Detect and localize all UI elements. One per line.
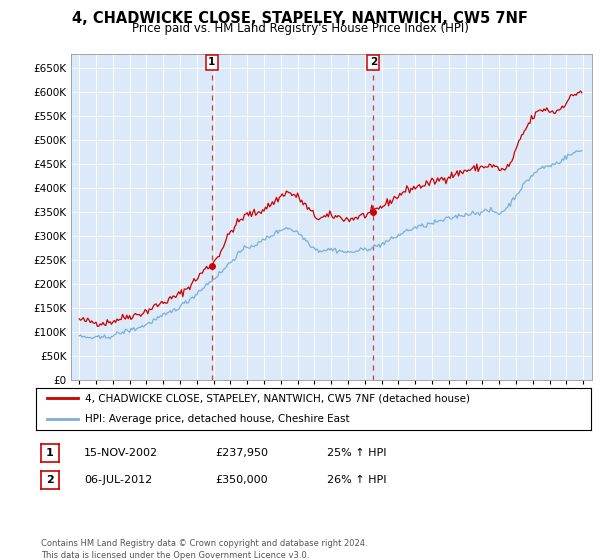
Text: 25% ↑ HPI: 25% ↑ HPI <box>327 448 386 458</box>
Text: 2: 2 <box>370 57 377 67</box>
Text: £350,000: £350,000 <box>215 475 268 485</box>
Text: 26% ↑ HPI: 26% ↑ HPI <box>327 475 386 485</box>
Text: Price paid vs. HM Land Registry's House Price Index (HPI): Price paid vs. HM Land Registry's House … <box>131 22 469 35</box>
Text: £237,950: £237,950 <box>215 448 268 458</box>
Text: 4, CHADWICKE CLOSE, STAPELEY, NANTWICH, CW5 7NF: 4, CHADWICKE CLOSE, STAPELEY, NANTWICH, … <box>72 11 528 26</box>
Text: 4, CHADWICKE CLOSE, STAPELEY, NANTWICH, CW5 7NF (detached house): 4, CHADWICKE CLOSE, STAPELEY, NANTWICH, … <box>85 394 470 403</box>
Text: 1: 1 <box>46 448 53 458</box>
Text: Contains HM Land Registry data © Crown copyright and database right 2024.
This d: Contains HM Land Registry data © Crown c… <box>41 539 367 559</box>
Text: 15-NOV-2002: 15-NOV-2002 <box>84 448 158 458</box>
Text: 1: 1 <box>208 57 215 67</box>
Text: 06-JUL-2012: 06-JUL-2012 <box>84 475 152 485</box>
Text: HPI: Average price, detached house, Cheshire East: HPI: Average price, detached house, Ches… <box>85 414 349 424</box>
Text: 2: 2 <box>46 475 53 485</box>
